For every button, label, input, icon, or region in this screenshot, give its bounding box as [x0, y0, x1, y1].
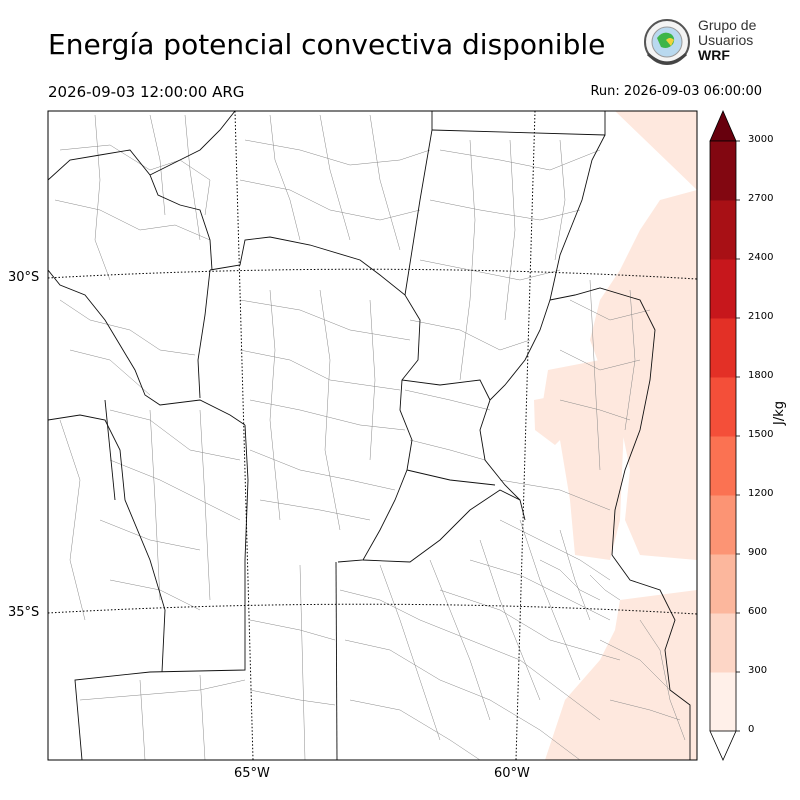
logo-line3: WRF [698, 47, 730, 63]
map-panel [48, 111, 697, 760]
valid-time: 2026-09-03 12:00:00 ARG [48, 83, 245, 101]
colorbar [709, 109, 740, 761]
chart-title: Energía potencial convectiva disponible [48, 28, 606, 61]
colorbar-segment [710, 554, 736, 614]
logo-line1: Grupo de [698, 17, 757, 33]
colorbar-segment [710, 200, 736, 260]
colorbar-tick-label: 1800 [748, 370, 774, 381]
colorbar-tick-label: 2700 [748, 193, 774, 204]
lat-label-30s: 30°S [8, 270, 40, 285]
lat-label-35s: 35°S [8, 605, 40, 620]
department-boundaries [54, 114, 686, 760]
logo-line2: Usuarios [698, 32, 754, 48]
colorbar-tick-label: 1200 [748, 488, 774, 499]
colorbar-segment [710, 259, 736, 319]
colorbar-tick-label: 900 [748, 547, 768, 558]
colorbar-segment [710, 672, 736, 732]
colorbar-segment [710, 613, 736, 673]
colorbar-unit: J/kg [772, 401, 787, 425]
colorbar-tick-label: 1500 [748, 429, 774, 440]
colorbar-segment [710, 495, 736, 555]
colorbar-segment [710, 436, 736, 496]
colorbar-tick-label: 2100 [748, 311, 774, 322]
lon-label-65w: 65°W [234, 766, 270, 781]
colorbar-tick-label: 2400 [748, 252, 774, 263]
colorbar-segment [710, 377, 736, 437]
graticule [48, 111, 697, 760]
cape-field [534, 111, 697, 760]
colorbar-tick-label: 300 [748, 665, 768, 676]
colorbar-segment [710, 318, 736, 378]
globe-seal-icon [644, 19, 690, 65]
lon-label-60w: 60°W [494, 766, 530, 781]
colorbar-tick-label: 0 [748, 724, 755, 735]
province-boundaries [48, 111, 691, 760]
colorbar-unit-text: J/kg [772, 401, 787, 425]
colorbar-tick-label: 600 [748, 606, 768, 617]
map-frame [47, 110, 698, 761]
logo: Grupo de Usuarios WRF [640, 16, 760, 72]
colorbar-extend-high [709, 109, 737, 142]
colorbar-tick-label: 3000 [748, 134, 774, 145]
colorbar-extend-low [709, 730, 737, 761]
run-time: Run: 2026-09-03 06:00:00 [590, 84, 762, 99]
colorbar-segment [710, 141, 736, 201]
